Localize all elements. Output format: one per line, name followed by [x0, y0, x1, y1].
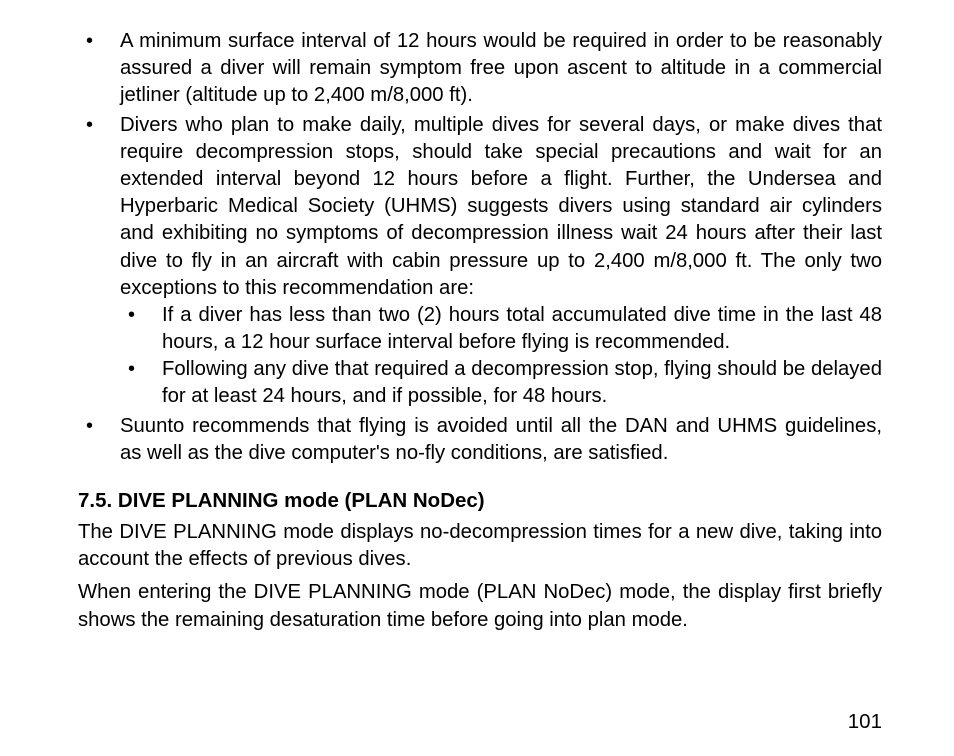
outer-bullet-list: A minimum surface interval of 12 hours w…	[78, 28, 882, 467]
body-paragraph: The DIVE PLANNING mode displays no-decom…	[78, 519, 882, 573]
list-item: Following any dive that required a decom…	[120, 356, 882, 410]
section-heading: 7.5. DIVE PLANNING mode (PLAN NoDec)	[78, 489, 882, 513]
list-item: A minimum surface interval of 12 hours w…	[78, 28, 882, 110]
list-item-text: If a diver has less than two (2) hours t…	[162, 304, 882, 353]
page-number: 101	[848, 710, 882, 734]
list-item-text: A minimum surface interval of 12 hours w…	[120, 30, 882, 106]
list-item: If a diver has less than two (2) hours t…	[120, 302, 882, 356]
body-paragraph: When entering the DIVE PLANNING mode (PL…	[78, 579, 882, 633]
list-item-text: Suunto recommends that flying is avoided…	[120, 415, 882, 464]
list-item-text: Following any dive that required a decom…	[162, 358, 882, 407]
list-item: Suunto recommends that flying is avoided…	[78, 413, 882, 467]
document-page: A minimum surface interval of 12 hours w…	[0, 0, 954, 756]
list-item: Divers who plan to make daily, multiple …	[78, 112, 882, 411]
inner-bullet-list: If a diver has less than two (2) hours t…	[120, 302, 882, 411]
list-item-text: Divers who plan to make daily, multiple …	[120, 114, 882, 299]
